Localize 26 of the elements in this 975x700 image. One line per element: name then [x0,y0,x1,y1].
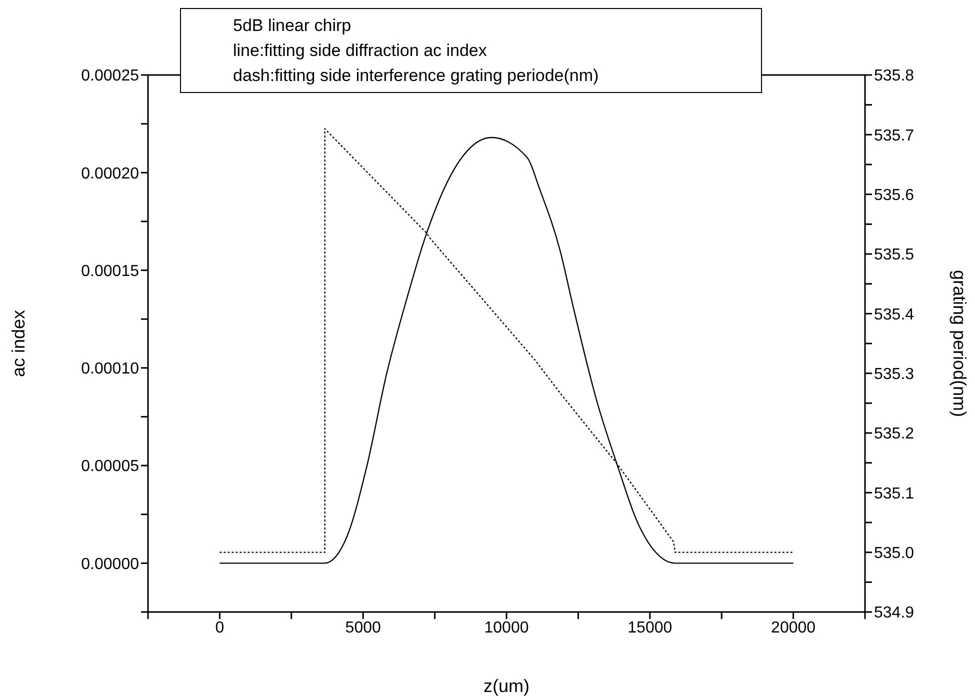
y-tick-label: 0.00025 [81,68,140,85]
y2-tick-label: 535.7 [874,127,914,144]
y2-tick-label: 535.4 [874,306,914,324]
y2-tick-label: 535.0 [874,545,914,562]
y2-tick-label: 535.6 [874,187,914,204]
y2-tick-label: 535.8 [874,68,914,85]
y2-tick-label: 534.9 [874,604,914,622]
y2-tick-label: 535.3 [874,366,914,384]
y-tick-label: 0.00000 [81,556,140,573]
y2-tick-label: 535.5 [874,246,914,264]
x-tick-label: 10000 [484,619,529,636]
y2-tick-label: 535.1 [874,485,914,502]
y-tick-label: 0.00020 [81,165,140,182]
y2-axis-title: grating period(nm) [950,270,970,418]
y2-tick-label: 535.2 [874,426,914,443]
x-tick-label: 0 [215,619,224,636]
x-tick-label: 5000 [345,619,381,636]
text-box: 5dB linear chirp line:fitting side diffraction ac index dash:fitting side interference grating periode(nm) [180,8,762,93]
y-tick-label: 0.00010 [81,360,140,378]
y-tick-label: 0.00005 [81,458,140,476]
annotation: dash:fitting side interference grating periode(nm) [233,65,600,87]
y-tick-label: 0.00015 [81,262,140,280]
y-axis-title: ac index [8,310,28,378]
x-axis-title: z(um) [484,676,530,696]
x-tick-label: 20000 [771,619,816,636]
x-tick-label: 15000 [628,619,672,636]
